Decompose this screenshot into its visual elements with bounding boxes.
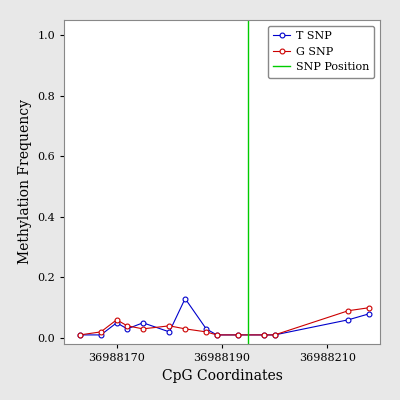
T SNP [346,317,351,322]
G SNP [262,332,266,337]
T SNP [77,332,82,337]
G SNP [125,324,130,328]
T SNP [183,296,188,301]
Line: T SNP: T SNP [77,296,372,337]
T SNP [141,320,146,325]
G SNP [167,324,172,328]
T SNP [167,330,172,334]
T SNP [367,311,372,316]
T SNP [235,332,240,337]
G SNP [235,332,240,337]
T SNP [204,326,208,331]
G SNP [114,317,119,322]
G SNP [346,308,351,313]
T SNP [214,332,219,337]
G SNP [183,326,188,331]
T SNP [125,326,130,331]
G SNP [367,305,372,310]
T SNP [114,320,119,325]
G SNP [272,332,277,337]
Legend: T SNP, G SNP, SNP Position: T SNP, G SNP, SNP Position [268,26,374,78]
T SNP [272,332,277,337]
G SNP [98,330,103,334]
G SNP [141,326,146,331]
Y-axis label: Methylation Frequency: Methylation Frequency [18,100,32,264]
T SNP [98,332,103,337]
G SNP [214,332,219,337]
Line: G SNP: G SNP [77,305,372,337]
G SNP [77,332,82,337]
X-axis label: CpG Coordinates: CpG Coordinates [162,368,282,382]
T SNP [262,332,266,337]
G SNP [204,330,208,334]
